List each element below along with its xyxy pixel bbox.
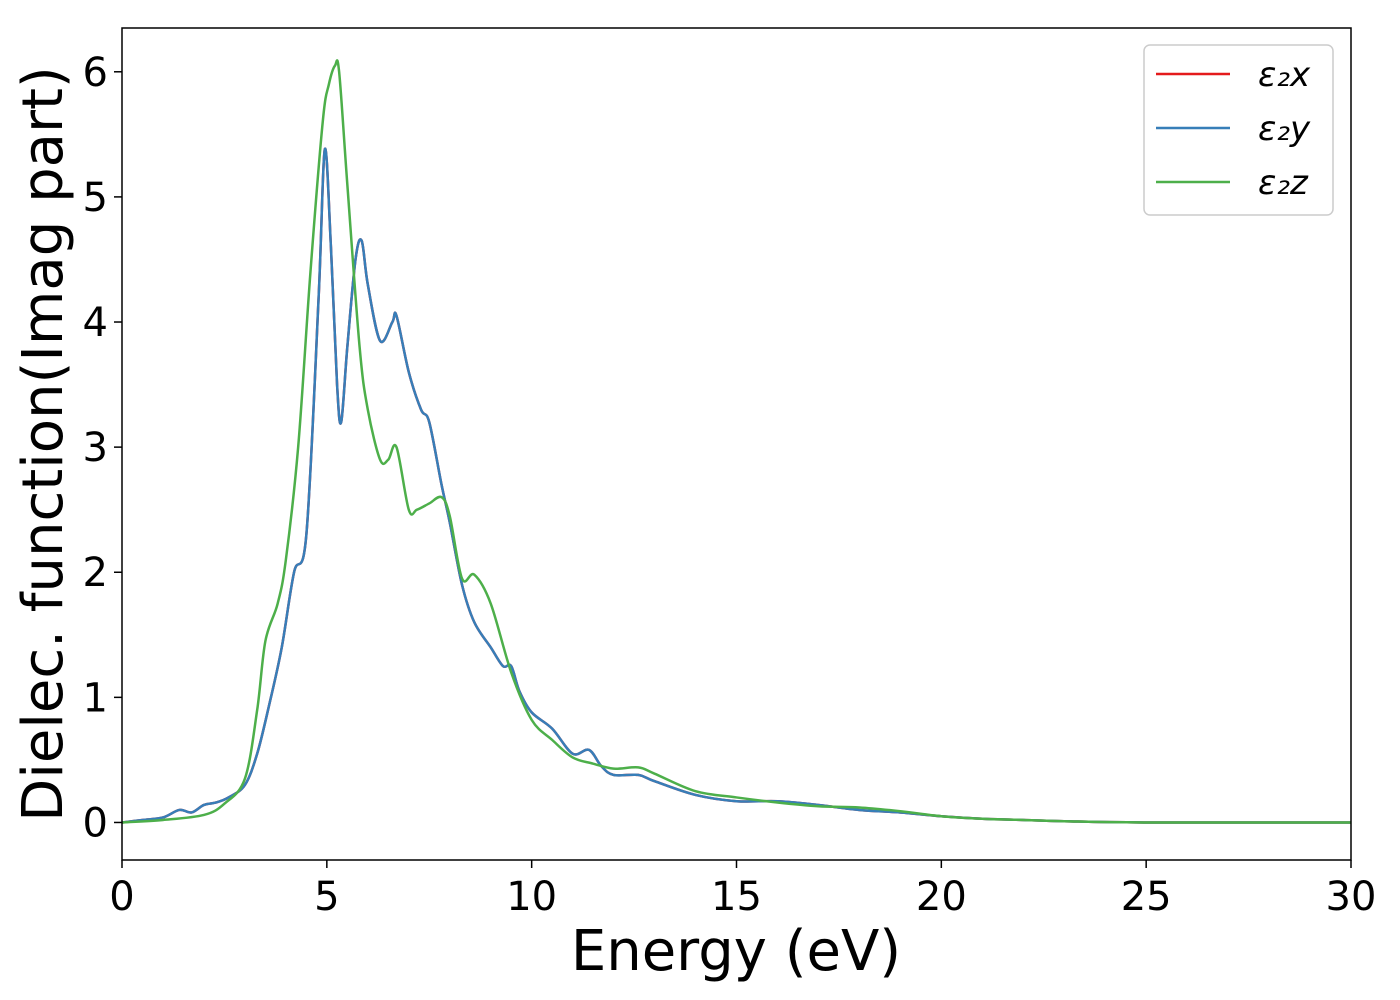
y-tick-label: 2 xyxy=(83,550,108,596)
x-tick-label: 10 xyxy=(506,874,557,920)
legend-label-1: ε₂x xyxy=(1258,55,1311,95)
y-axis: 0 1 2 3 4 5 6 xyxy=(83,50,122,846)
legend-box xyxy=(1143,44,1334,216)
series-layer xyxy=(122,59,1351,824)
x-tick-label: 20 xyxy=(916,874,967,920)
y-axis-title: Dielec. function(Imag part) xyxy=(11,66,76,822)
y-tick-label: 6 xyxy=(83,50,108,96)
x-axis: 0 5 10 15 20 25 30 xyxy=(109,860,1376,920)
y-tick-label: 3 xyxy=(83,425,108,471)
x-tick-label: 30 xyxy=(1326,874,1377,920)
series-line-1 xyxy=(122,147,1351,824)
x-axis-title: Energy (eV) xyxy=(571,919,901,984)
y-tick-label: 4 xyxy=(83,300,108,346)
x-tick-label: 5 xyxy=(314,874,339,920)
x-tick-label: 0 xyxy=(109,874,134,920)
x-tick-label: 15 xyxy=(711,874,762,920)
series-line-3 xyxy=(122,59,1351,824)
legend: ε₂x ε₂y ε₂z xyxy=(1143,44,1334,216)
series-line-2 xyxy=(122,147,1351,824)
y-tick-label: 0 xyxy=(83,800,108,846)
y-tick-label: 5 xyxy=(83,175,108,221)
legend-label-2: ε₂y xyxy=(1258,109,1311,149)
legend-label-3: ε₂z xyxy=(1258,163,1309,203)
y-tick-label: 1 xyxy=(83,675,108,721)
x-tick-label: 25 xyxy=(1121,874,1172,920)
